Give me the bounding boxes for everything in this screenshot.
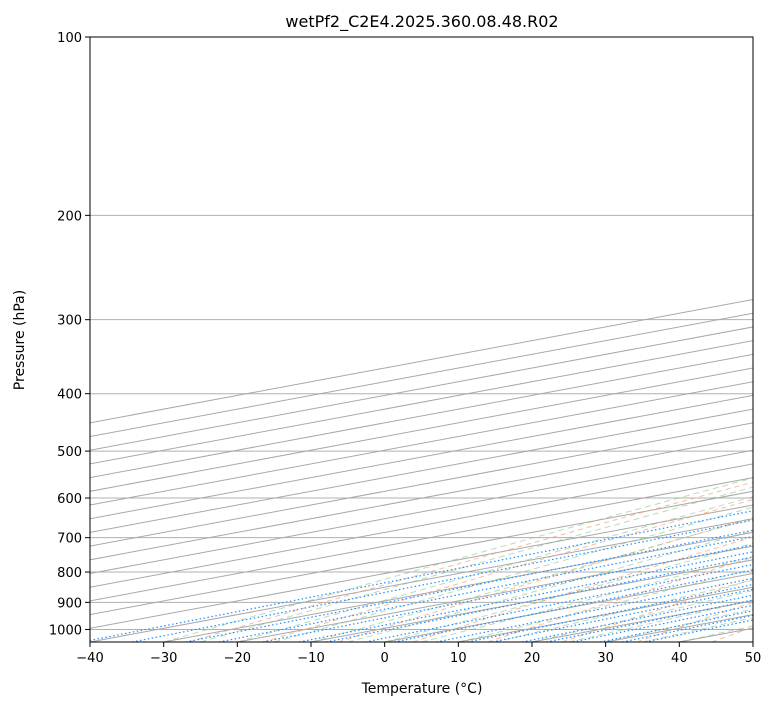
mixing-ratio-line <box>492 588 753 642</box>
moist-adiabat <box>384 542 753 642</box>
x-tick-label: −20 <box>224 651 251 666</box>
mixing-ratio-line <box>546 599 753 642</box>
dry-adiabat <box>711 626 753 642</box>
moist-adiabat <box>605 608 753 642</box>
chart-title: wetPf2_C2E4.2025.360.08.48.R02 <box>285 12 558 32</box>
y-tick-label: 800 <box>57 566 82 581</box>
isotherm-line <box>90 381 753 506</box>
isotherm-line <box>90 299 753 424</box>
moist-adiabat <box>274 506 753 642</box>
x-tick-label: 0 <box>381 651 389 666</box>
x-tick-label: −10 <box>297 651 324 666</box>
y-tick-label: 900 <box>57 596 82 611</box>
y-tick-label: 600 <box>57 492 82 507</box>
y-axis-ticks: 1000 900 800 700 600 500 400 300 200 100 <box>49 31 90 638</box>
moist-adiabat <box>642 617 753 642</box>
isotherm-line <box>90 504 753 629</box>
isotherm-line <box>90 367 753 492</box>
mixing-ratio-line <box>394 569 753 642</box>
isotherm-line <box>605 614 753 642</box>
y-tick-label: 100 <box>57 31 82 46</box>
isotherm-line <box>90 326 753 451</box>
x-tick-label: 40 <box>671 651 688 666</box>
x-tick-label: 30 <box>597 651 614 666</box>
moist-adiabat <box>347 530 753 642</box>
isotherm-line <box>90 394 753 520</box>
x-tick-label: 50 <box>745 651 762 666</box>
mixing-ratio-line <box>365 563 753 642</box>
moist-adiabat <box>495 579 753 642</box>
moist-adiabat <box>531 589 753 642</box>
dry-adiabat <box>487 556 753 642</box>
dry-adiabat <box>412 536 753 642</box>
y-tick-label: 300 <box>57 314 82 329</box>
y-tick-label: 700 <box>57 532 82 547</box>
moist-adiabat <box>163 477 753 642</box>
isotherm-line <box>90 408 753 533</box>
moist-adiabat <box>200 486 753 642</box>
isotherm-line <box>90 463 753 588</box>
plot-frame <box>89 36 754 643</box>
moist-adiabat <box>237 496 753 642</box>
mixing-ratio-line <box>131 519 753 642</box>
x-tick-label: 10 <box>450 651 467 666</box>
y-tick-label: 200 <box>57 209 82 224</box>
background-lines <box>90 37 753 642</box>
isotherm-line <box>90 353 753 479</box>
isotherm-line <box>90 490 753 616</box>
moist-adiabat <box>568 599 753 642</box>
mixing-ratio-line <box>521 594 753 642</box>
mixing-ratio-line <box>218 535 753 642</box>
y-tick-label: 500 <box>57 445 82 460</box>
mixing-ratio-line <box>185 529 753 642</box>
y-tick-label: 1000 <box>49 623 82 638</box>
x-axis-ticks: −40 −30 −20 −10 0 10 20 30 40 50 <box>76 642 761 666</box>
x-tick-label: 20 <box>524 651 541 666</box>
mixing-ratio-line <box>467 583 753 642</box>
isotherm-line <box>90 449 753 575</box>
dry-adiabat <box>263 499 753 642</box>
y-axis-label: Pressure (hPa) <box>12 290 28 390</box>
isotherm-line <box>90 436 753 561</box>
isotherm-line <box>752 641 753 642</box>
dry-adiabat <box>188 481 753 642</box>
dry-adiabat <box>562 578 753 642</box>
isotherm-line <box>90 422 753 547</box>
x-tick-label: −40 <box>76 651 103 666</box>
isotherm-line <box>163 531 753 642</box>
y-tick-label: 400 <box>57 388 82 403</box>
x-axis-label: Temperature (°C) <box>361 681 483 697</box>
x-tick-label: −30 <box>150 651 177 666</box>
isotherm-line <box>90 312 753 438</box>
isotherm-line <box>90 477 753 602</box>
moist-adiabat <box>421 555 753 642</box>
mixing-ratio-line <box>90 510 753 642</box>
isotherm-line <box>90 340 753 465</box>
